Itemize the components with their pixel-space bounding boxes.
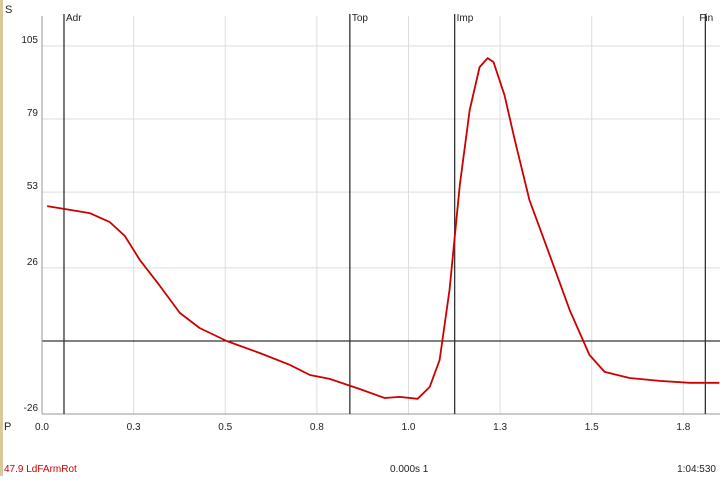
series-readout: 47.9 LdFArmRot <box>4 464 77 475</box>
x-tick-label: 0.8 <box>310 422 324 433</box>
event-label: Adr <box>66 13 82 24</box>
left-border <box>0 0 3 476</box>
x-tick-label: 0.0 <box>35 422 49 433</box>
y-tick-label: 105 <box>21 35 38 46</box>
y-tick-label: 53 <box>27 181 39 192</box>
x-tick-label: 1.8 <box>676 422 690 433</box>
y-tick-label: 26 <box>27 257 39 268</box>
x-axis-label: P <box>4 421 11 433</box>
y-tick-label: -26 <box>24 403 39 414</box>
y-tick-label: 79 <box>27 108 39 119</box>
x-tick-label: 1.5 <box>585 422 599 433</box>
y-axis-label: S <box>5 4 12 16</box>
clock: 1:04:530 <box>677 464 716 475</box>
cursor-readout: 0.000s 1 <box>390 464 429 475</box>
x-tick-label: 0.5 <box>218 422 232 433</box>
event-label: Fin <box>699 13 713 24</box>
x-tick-label: 1.3 <box>493 422 507 433</box>
x-tick-label: 0.3 <box>127 422 141 433</box>
data-line <box>46 57 720 400</box>
event-label: Imp <box>457 13 474 24</box>
event-label: Top <box>352 13 369 24</box>
x-tick-label: 1.0 <box>402 422 416 433</box>
